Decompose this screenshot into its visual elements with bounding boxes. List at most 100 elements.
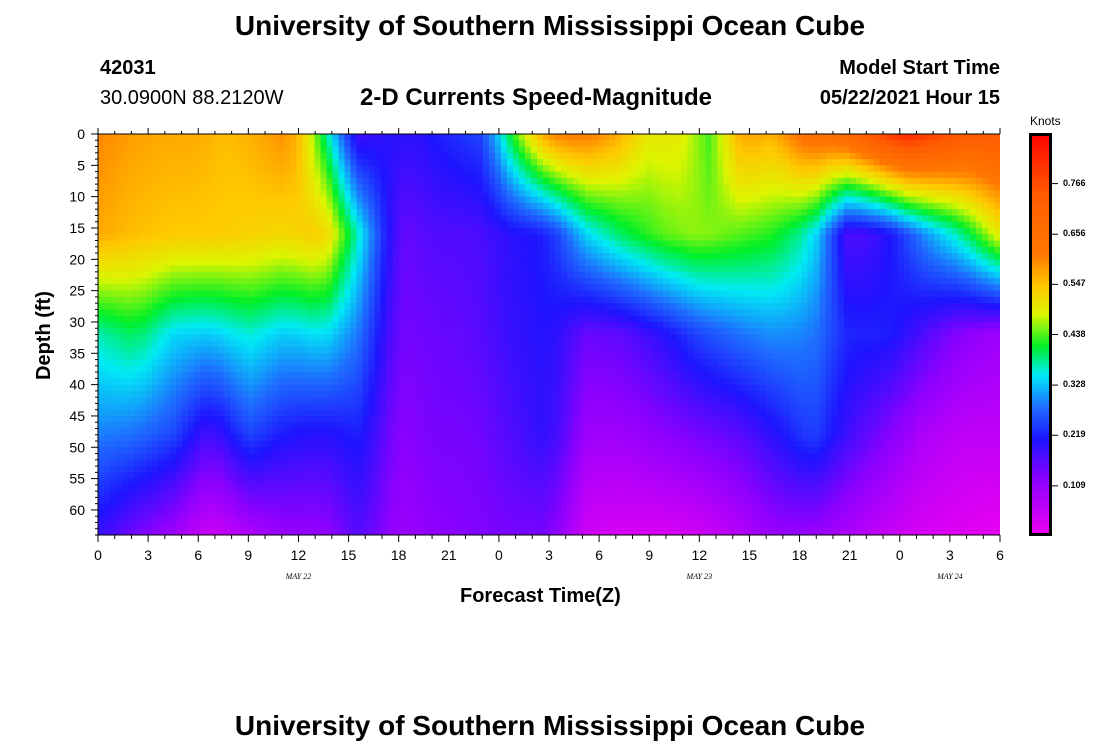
heatmap-cell	[579, 303, 586, 311]
heatmap-cell	[699, 184, 706, 191]
heatmap-cell	[302, 152, 310, 160]
heatmap-cell	[302, 227, 310, 235]
heatmap-cell	[410, 234, 418, 242]
heatmap-cell	[639, 221, 646, 229]
heatmap-cell	[819, 234, 827, 242]
heatmap-cell	[110, 278, 117, 285]
heatmap-cell	[134, 209, 141, 217]
heatmap-cell	[783, 271, 791, 279]
heatmap-cell	[657, 290, 664, 298]
heatmap-cell	[597, 140, 604, 148]
heatmap-cell	[957, 328, 965, 336]
heatmap-cell	[819, 165, 827, 173]
heatmap-cell	[302, 184, 310, 191]
heatmap-cell	[434, 209, 442, 217]
heatmap-cell	[711, 259, 718, 267]
heatmap-cell	[116, 271, 123, 279]
heatmap-cell	[290, 227, 298, 235]
heatmap-cell	[170, 190, 177, 198]
heatmap-cell	[735, 296, 743, 304]
heatmap-cell	[272, 146, 279, 154]
heatmap-cell	[254, 296, 261, 304]
heatmap-cell	[524, 259, 532, 267]
heatmap-cell	[639, 234, 646, 242]
heatmap-cell	[476, 309, 484, 317]
heatmap-cell	[729, 134, 737, 141]
heatmap-cell	[284, 315, 292, 323]
heatmap-cell	[915, 309, 923, 317]
heatmap-cell	[897, 303, 905, 311]
heatmap-cell	[897, 296, 905, 304]
heatmap-cell	[464, 190, 472, 198]
heatmap-cell	[164, 290, 171, 298]
heatmap-cell	[458, 296, 466, 304]
heatmap-cell	[771, 246, 779, 254]
heatmap-cell	[765, 215, 773, 223]
heatmap-cell	[326, 190, 334, 198]
heatmap-cell	[663, 240, 670, 248]
heatmap-cell	[801, 171, 809, 179]
heatmap-cell	[615, 202, 622, 210]
heatmap-cell	[206, 190, 213, 198]
heatmap-cell	[140, 152, 147, 160]
heatmap-cell	[801, 271, 809, 279]
heatmap-cell	[164, 140, 171, 148]
heatmap-cell	[879, 221, 887, 229]
heatmap-cell	[693, 259, 700, 267]
heatmap-cell	[482, 140, 490, 148]
heatmap-cell	[987, 209, 995, 217]
heatmap-cell	[717, 278, 724, 285]
heatmap-cell	[170, 284, 177, 292]
heatmap-cell	[615, 177, 622, 185]
heatmap-cell	[506, 196, 514, 204]
heatmap-cell	[753, 221, 761, 229]
heatmap-cell	[555, 184, 562, 191]
heatmap-cell	[248, 246, 255, 254]
heatmap-cell	[915, 296, 923, 304]
heatmap-cell	[807, 146, 815, 154]
heatmap-cell	[464, 334, 472, 342]
heatmap-cell	[224, 227, 231, 235]
heatmap-cell	[380, 284, 388, 292]
heatmap-cell	[849, 177, 857, 185]
heatmap-cell	[518, 309, 526, 317]
heatmap-cell	[416, 240, 424, 248]
heatmap-cell	[621, 265, 628, 273]
heatmap-cell	[362, 209, 370, 217]
heatmap-cell	[428, 271, 436, 279]
heatmap-cell	[326, 265, 334, 273]
heatmap-cell	[362, 271, 370, 279]
heatmap-cell	[699, 146, 706, 154]
heatmap-cell	[891, 296, 899, 304]
heatmap-cell	[825, 196, 833, 204]
heatmap-cell	[681, 152, 688, 160]
heatmap-cell	[410, 184, 418, 191]
heatmap-cell	[681, 196, 688, 204]
heatmap-cell	[248, 196, 255, 204]
heatmap-cell	[194, 165, 201, 173]
heatmap-cell	[585, 278, 592, 285]
heatmap-cell	[957, 240, 965, 248]
heatmap-cell	[134, 284, 141, 292]
heatmap-cell	[296, 184, 304, 191]
heatmap-cell	[98, 190, 105, 198]
heatmap-cell	[549, 140, 556, 148]
heatmap-cell	[218, 284, 225, 292]
heatmap-cell	[705, 246, 712, 254]
heatmap-cell	[861, 159, 869, 166]
heatmap-cell	[795, 221, 803, 229]
heatmap-cell	[993, 165, 1000, 173]
heatmap-cell	[765, 221, 773, 229]
heatmap-cell	[254, 134, 261, 141]
heatmap-cell	[152, 146, 159, 154]
heatmap-cell	[663, 159, 670, 166]
heatmap-cell	[651, 284, 658, 292]
heatmap-cell	[482, 284, 490, 292]
heatmap-cell	[344, 221, 352, 229]
heatmap-cell	[759, 296, 767, 304]
heatmap-cell	[518, 334, 526, 342]
heatmap-cell	[819, 284, 827, 292]
heatmap-cell	[579, 246, 586, 254]
heatmap-cell	[488, 159, 496, 166]
heatmap-cell	[416, 202, 424, 210]
